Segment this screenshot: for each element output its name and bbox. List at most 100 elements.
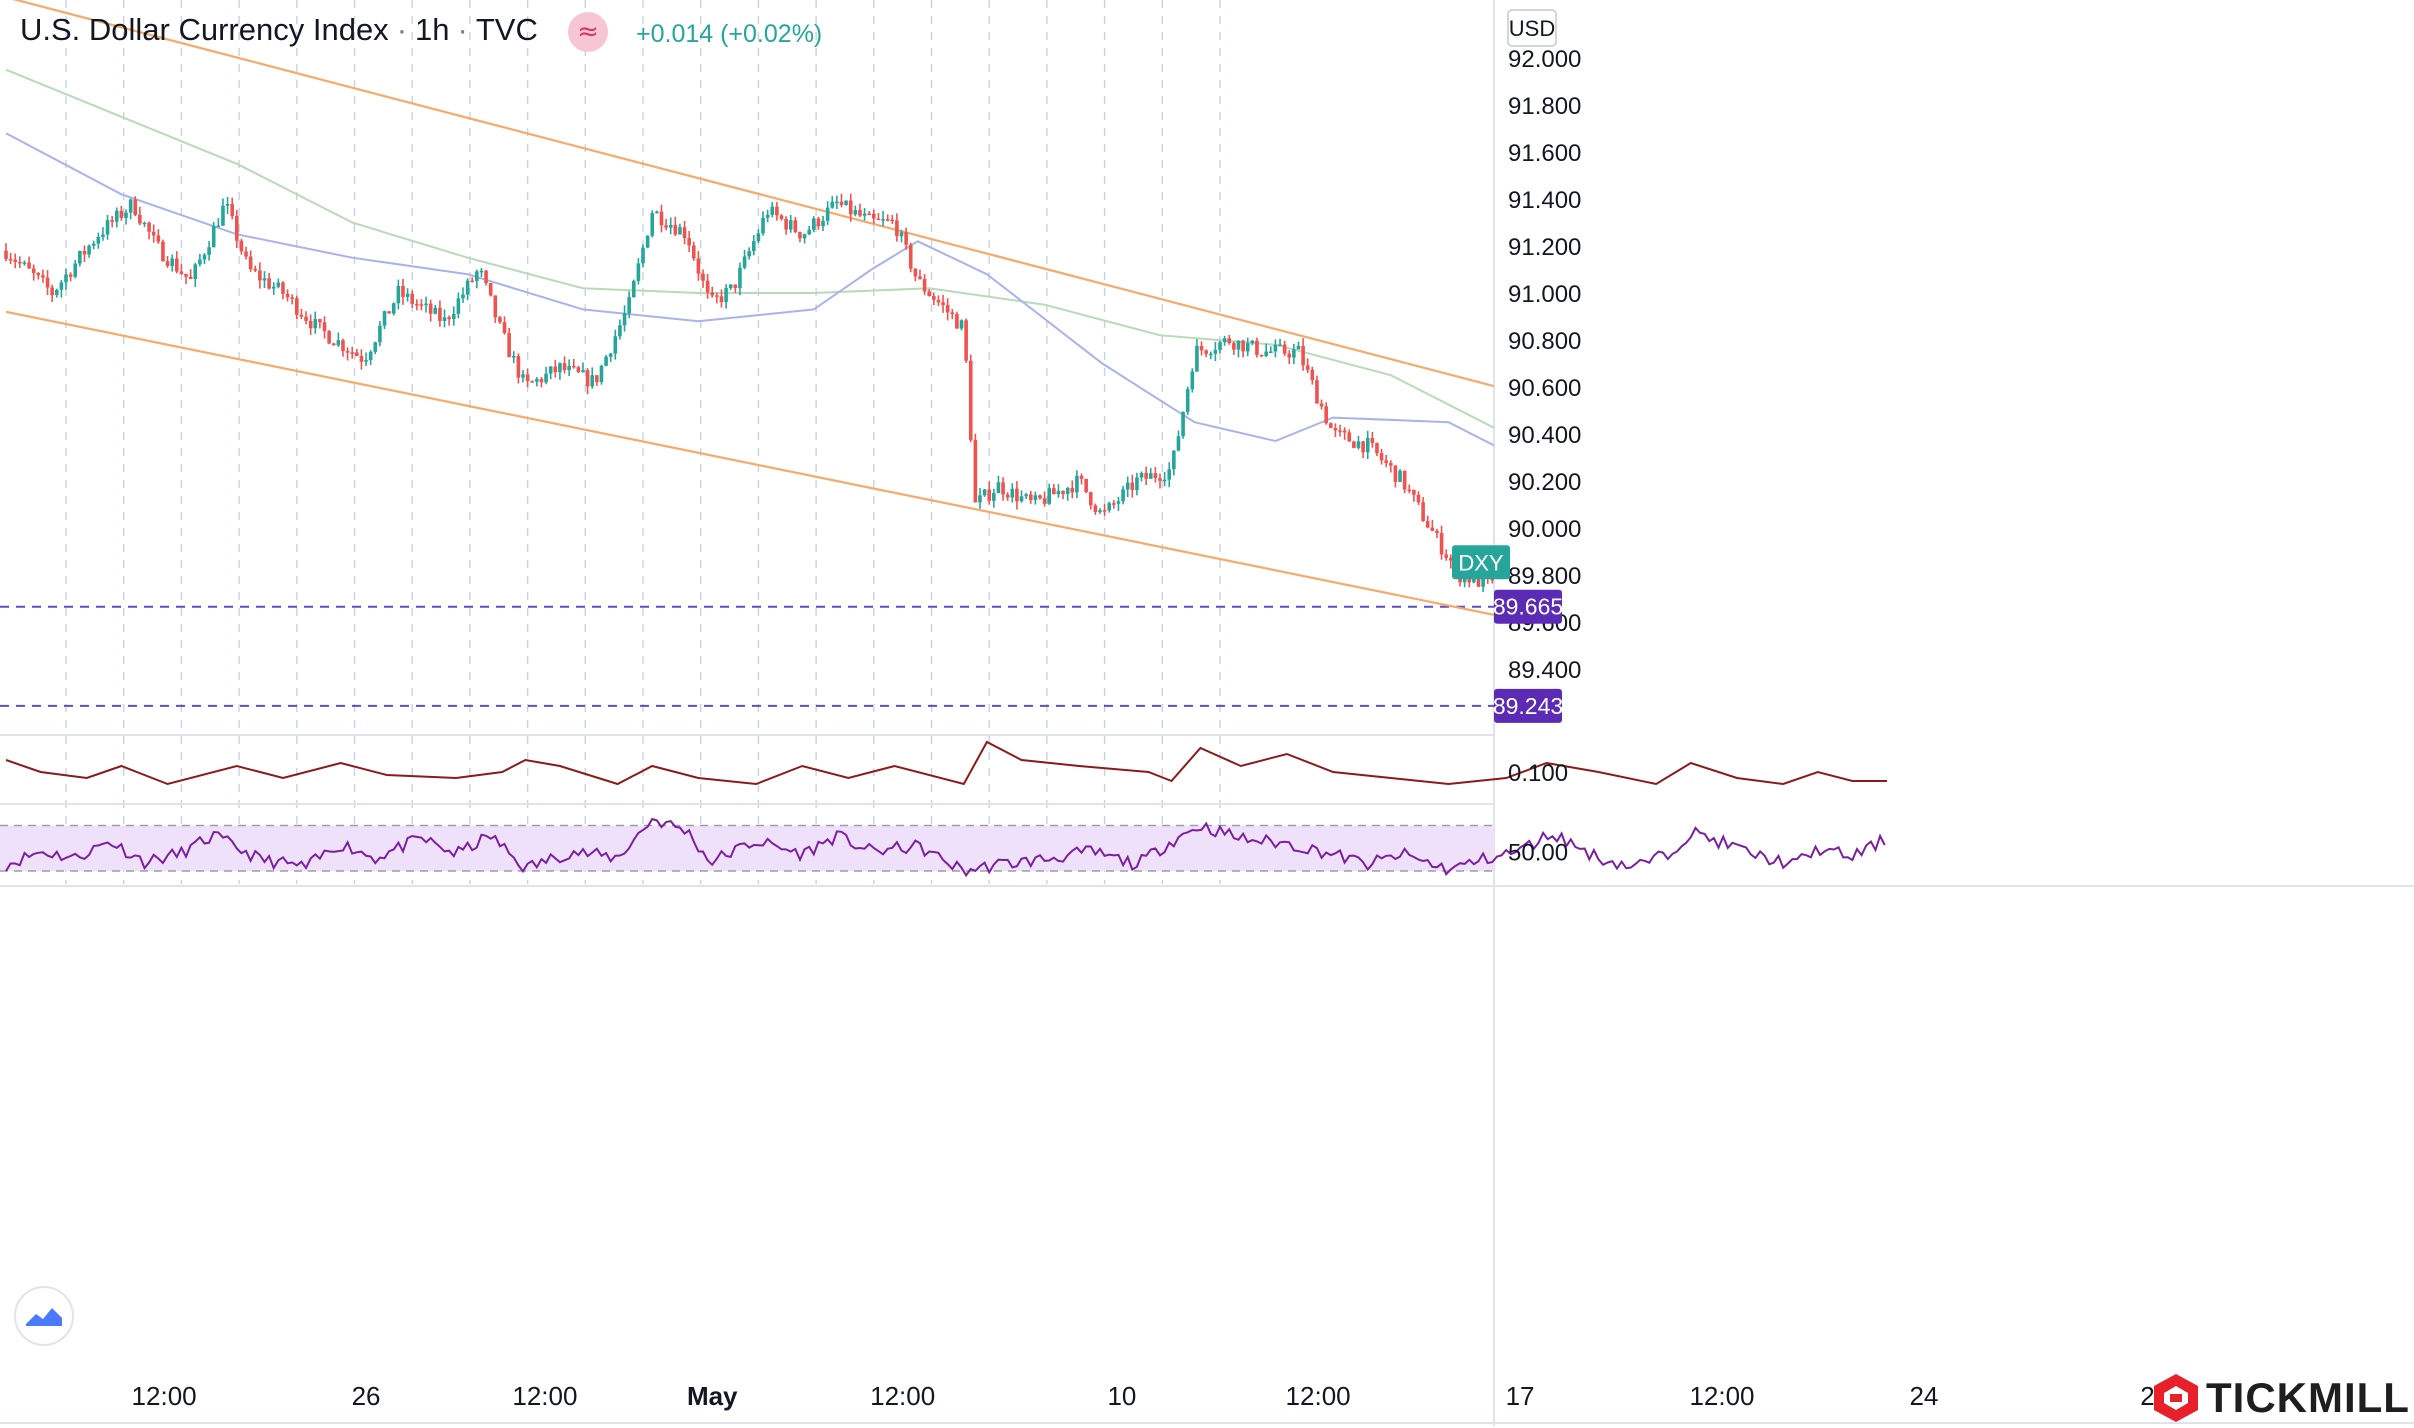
- candle[interactable]: [1393, 465, 1398, 488]
- candle[interactable]: [1024, 493, 1028, 500]
- candle[interactable]: [571, 358, 576, 369]
- candle[interactable]: [359, 349, 364, 370]
- candle[interactable]: [138, 206, 142, 226]
- candle[interactable]: [765, 209, 770, 223]
- candle[interactable]: [1412, 489, 1416, 502]
- candle[interactable]: [945, 298, 950, 321]
- candle[interactable]: [73, 260, 78, 279]
- candle[interactable]: [244, 246, 248, 260]
- candle[interactable]: [276, 278, 281, 289]
- candle[interactable]: [1315, 375, 1319, 404]
- candle[interactable]: [747, 247, 751, 260]
- candle[interactable]: [91, 240, 96, 250]
- candle[interactable]: [733, 284, 738, 293]
- candle[interactable]: [207, 240, 211, 261]
- candle[interactable]: [355, 349, 359, 357]
- candle[interactable]: [1213, 341, 1218, 362]
- candle[interactable]: [1116, 496, 1121, 511]
- candle[interactable]: [202, 253, 207, 265]
- candle[interactable]: [627, 291, 631, 319]
- candle[interactable]: [558, 362, 562, 380]
- candle[interactable]: [331, 342, 336, 346]
- candle[interactable]: [936, 295, 941, 306]
- candle[interactable]: [179, 264, 184, 275]
- candle[interactable]: [659, 204, 664, 233]
- candle[interactable]: [1342, 427, 1347, 440]
- candle[interactable]: [756, 229, 761, 244]
- moving-average-slow[interactable]: [5, 68, 1887, 533]
- candle[interactable]: [285, 289, 290, 302]
- candle[interactable]: [742, 249, 747, 270]
- candle[interactable]: [1038, 494, 1042, 500]
- candle[interactable]: [18, 256, 22, 268]
- candle[interactable]: [475, 269, 479, 289]
- candle[interactable]: [170, 254, 174, 272]
- candle[interactable]: [1019, 490, 1024, 503]
- candle[interactable]: [821, 215, 825, 231]
- candle[interactable]: [608, 352, 613, 362]
- candle[interactable]: [899, 229, 904, 243]
- candle[interactable]: [1153, 466, 1158, 483]
- candle[interactable]: [830, 196, 835, 209]
- candle[interactable]: [941, 294, 945, 313]
- candle[interactable]: [825, 201, 830, 225]
- candle[interactable]: [1245, 337, 1250, 357]
- candle[interactable]: [922, 273, 927, 295]
- candle[interactable]: [1296, 341, 1301, 350]
- candle[interactable]: [216, 218, 221, 228]
- candle[interactable]: [1444, 549, 1448, 561]
- candle[interactable]: [364, 352, 368, 366]
- candle[interactable]: [964, 318, 968, 364]
- candle[interactable]: [299, 308, 304, 320]
- candle[interactable]: [701, 269, 705, 288]
- candle[interactable]: [428, 299, 433, 322]
- candle[interactable]: [1259, 354, 1264, 358]
- candle[interactable]: [1375, 442, 1379, 457]
- candle[interactable]: [973, 433, 978, 503]
- candle[interactable]: [8, 252, 13, 265]
- candle[interactable]: [590, 367, 595, 389]
- candle[interactable]: [673, 216, 678, 237]
- candle[interactable]: [1139, 471, 1144, 482]
- candle[interactable]: [784, 216, 788, 235]
- candle[interactable]: [1102, 504, 1107, 516]
- candle[interactable]: [1361, 441, 1365, 458]
- candle[interactable]: [4, 243, 8, 262]
- candle[interactable]: [313, 311, 318, 334]
- candle[interactable]: [959, 319, 964, 331]
- candle[interactable]: [442, 309, 447, 328]
- candle[interactable]: [451, 306, 456, 326]
- candle[interactable]: [193, 262, 198, 287]
- candle[interactable]: [211, 221, 216, 248]
- candle[interactable]: [50, 284, 54, 302]
- candle[interactable]: [271, 282, 276, 295]
- candle[interactable]: [64, 268, 68, 290]
- candle[interactable]: [802, 233, 807, 244]
- candle[interactable]: [105, 214, 110, 240]
- candle[interactable]: [738, 262, 742, 296]
- candle[interactable]: [59, 280, 64, 298]
- candle[interactable]: [904, 227, 908, 250]
- candle[interactable]: [1158, 473, 1162, 489]
- candle[interactable]: [645, 235, 650, 249]
- candle[interactable]: [913, 268, 918, 282]
- candle[interactable]: [775, 201, 779, 221]
- candle[interactable]: [858, 203, 862, 218]
- candle[interactable]: [1079, 473, 1084, 485]
- interval-label[interactable]: 1h: [415, 12, 450, 47]
- candle[interactable]: [174, 251, 179, 274]
- last-price-badge[interactable]: [1452, 545, 1510, 580]
- candle[interactable]: [1319, 399, 1324, 410]
- candle[interactable]: [1070, 480, 1075, 499]
- candle[interactable]: [142, 221, 147, 228]
- candle[interactable]: [461, 287, 465, 303]
- candle[interactable]: [631, 279, 636, 298]
- candle[interactable]: [1241, 339, 1245, 358]
- candle[interactable]: [885, 214, 890, 222]
- candle[interactable]: [521, 369, 525, 383]
- candle[interactable]: [110, 215, 114, 228]
- candle[interactable]: [401, 278, 405, 305]
- candle[interactable]: [147, 221, 151, 240]
- candle[interactable]: [1292, 343, 1296, 365]
- candle[interactable]: [1185, 386, 1190, 416]
